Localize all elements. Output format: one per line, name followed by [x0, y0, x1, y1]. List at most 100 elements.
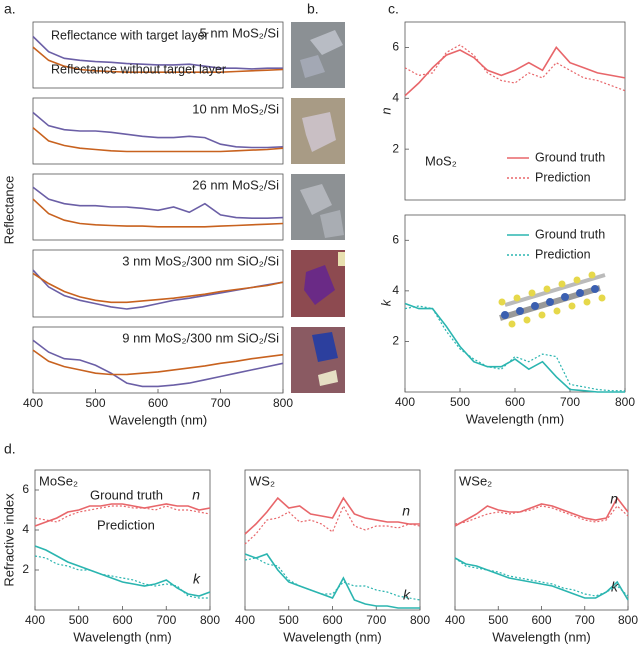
plot-frame — [32, 249, 284, 318]
series-line — [32, 339, 284, 388]
x-tick-label: 600 — [505, 395, 525, 409]
atom — [598, 294, 606, 302]
flake — [300, 184, 332, 215]
series-line — [34, 555, 210, 599]
x-tick-label: 600 — [531, 613, 551, 627]
panel-title: MoSe₂ — [39, 473, 78, 488]
panel-title: 5 nm MoS₂/Si — [200, 25, 280, 40]
panel-label: b. — [307, 1, 319, 17]
plot-frame — [32, 97, 284, 165]
series-label: k — [193, 571, 201, 587]
flake — [338, 252, 345, 266]
atom — [516, 307, 524, 315]
series-line — [34, 503, 211, 527]
atom — [558, 280, 566, 288]
series-line — [32, 269, 284, 310]
series-line — [32, 35, 283, 70]
x-axis-label: Wavelength (nm) — [492, 629, 591, 644]
plot-frame — [32, 21, 284, 89]
x-axis-label: Wavelength (nm) — [283, 629, 382, 644]
series-line — [454, 557, 629, 597]
x-tick-label: 500 — [279, 613, 299, 627]
x-tick-label: 400 — [445, 613, 465, 627]
x-tick-label: 600 — [148, 396, 168, 410]
legend-label: Ground truth — [535, 150, 605, 164]
y-axis-label: Reflectance — [1, 176, 16, 245]
series-line — [32, 349, 284, 376]
panel-title: 26 nm MoS₂/Si — [192, 177, 279, 192]
y-tick-label: 6 — [22, 482, 29, 496]
plot-frame — [244, 469, 421, 611]
flake — [318, 370, 338, 386]
x-tick-label: 500 — [450, 395, 470, 409]
series-line — [32, 198, 284, 228]
series-line — [32, 272, 284, 304]
x-tick-label: 500 — [488, 613, 508, 627]
x-tick-label: 400 — [235, 613, 255, 627]
y-tick-label: 4 — [22, 522, 29, 536]
y-tick-label: 6 — [392, 40, 399, 54]
atom — [561, 293, 569, 301]
series-line — [404, 46, 626, 97]
x-tick-label: 500 — [85, 396, 105, 410]
atom — [576, 289, 584, 297]
atom — [546, 298, 554, 306]
x-tick-label: 700 — [575, 613, 595, 627]
annotation: Ground truth — [90, 487, 163, 502]
x-axis-label: Wavelength (nm) — [466, 411, 565, 426]
panel-title: WSe₂ — [459, 473, 492, 488]
flake — [320, 210, 344, 238]
y-tick-label: 4 — [392, 283, 399, 297]
series-name: Reflectance without target layer — [51, 62, 226, 76]
series-line — [454, 505, 629, 525]
y-axis-label: n — [378, 107, 393, 114]
y-tick-label: 2 — [392, 141, 399, 155]
x-tick-label: 700 — [560, 395, 580, 409]
bond-layer — [504, 273, 606, 307]
annotation: MoS₂ — [425, 153, 457, 168]
series-line — [32, 46, 284, 73]
atom — [531, 302, 539, 310]
crystal-structure — [498, 271, 606, 328]
series-line — [34, 545, 211, 597]
series-line — [32, 127, 284, 153]
panel-label: a. — [4, 1, 16, 17]
x-tick-label: 800 — [615, 395, 635, 409]
panel-title: 10 nm MoS₂/Si — [192, 101, 279, 116]
atom — [583, 298, 591, 306]
x-tick-label: 700 — [210, 396, 230, 410]
x-tick-label: 500 — [69, 613, 89, 627]
y-tick-label: 6 — [392, 232, 399, 246]
series-label: n — [192, 487, 200, 503]
atom — [528, 289, 536, 297]
atom — [543, 285, 551, 293]
x-tick-label: 600 — [322, 613, 342, 627]
series-line — [32, 111, 284, 149]
plot-frame — [404, 21, 626, 201]
y-tick-label: 4 — [392, 90, 399, 104]
x-axis-label: Wavelength (nm) — [73, 629, 172, 644]
micrographs — [291, 22, 345, 393]
flake — [312, 332, 338, 362]
atom — [573, 276, 581, 284]
flake — [300, 55, 325, 78]
panel-label: d. — [4, 441, 16, 457]
atom — [553, 307, 561, 315]
x-tick-label: 800 — [200, 613, 220, 627]
plot-frame — [454, 469, 629, 611]
panel-label: c. — [388, 1, 399, 17]
atom — [513, 294, 521, 302]
atom — [538, 311, 546, 319]
series-line — [244, 504, 421, 545]
x-tick-label: 600 — [112, 613, 132, 627]
series-label: k — [403, 587, 411, 603]
x-tick-label: 800 — [410, 613, 430, 627]
series-line — [244, 553, 420, 609]
y-tick-label: 2 — [22, 562, 29, 576]
series-line — [404, 302, 625, 393]
y-axis-label: Refractive index — [1, 493, 16, 587]
series-label: n — [610, 491, 618, 507]
legend-label: Prediction — [535, 170, 591, 184]
y-axis-label: k — [378, 298, 393, 306]
